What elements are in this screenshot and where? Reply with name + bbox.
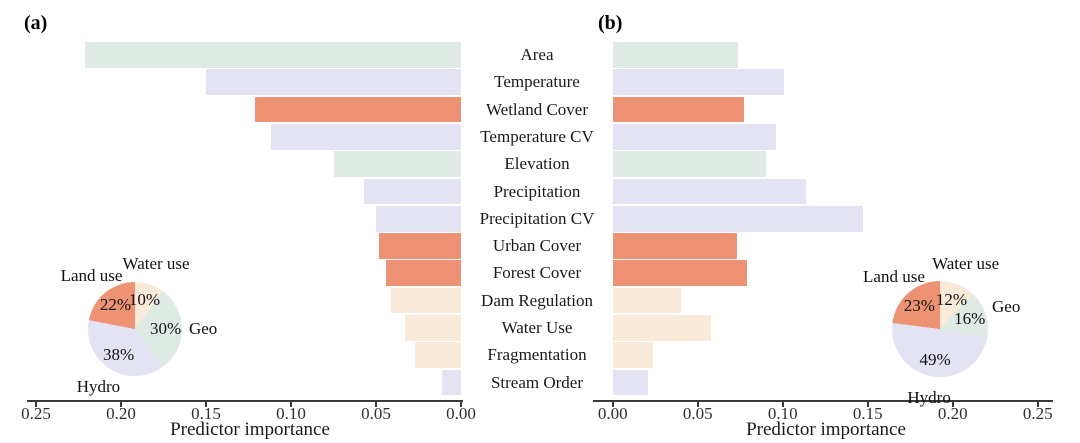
b-bar-area <box>612 42 739 68</box>
a-tick-label-0.20: 0.20 <box>106 404 136 423</box>
a-bar-elevation <box>333 151 461 177</box>
b-tick-label-0.20: 0.20 <box>937 404 968 423</box>
category-label-precipitation: Precipitation <box>493 181 581 201</box>
a-tick-label-0.15: 0.15 <box>191 404 221 423</box>
a-bar-water-use <box>404 315 461 341</box>
x-axis-title-a: Predictor importance <box>170 419 330 440</box>
x-axis-line-a <box>27 400 463 402</box>
x-axis-tick-b <box>866 402 869 407</box>
category-label-area: Area <box>520 45 554 64</box>
b-pie-percent-water-use: 12% <box>935 289 968 309</box>
a-pie-percent-hydro: 38% <box>103 344 135 364</box>
category-label-water-use: Water Use <box>501 318 573 337</box>
x-axis-tick-a <box>375 402 377 407</box>
b-bar-wetland-cover <box>612 96 744 123</box>
b-tick-label-0.10: 0.10 <box>767 404 798 423</box>
category-label-precipitation-cv: Precipitation CV <box>479 208 595 228</box>
b-pie-name-water-use: Water use <box>932 254 1000 274</box>
b-pie-percent-hydro: 49% <box>919 349 951 369</box>
b-bar-temperature <box>612 69 785 96</box>
category-label-temperature-cv: Temperature CV <box>480 126 594 146</box>
b-bar-dam-regulation <box>612 287 681 314</box>
a-bar-precipitation <box>364 178 461 205</box>
a-tick-label-0.10: 0.10 <box>276 404 306 423</box>
a-tick-label-0.25: 0.25 <box>21 404 51 423</box>
b-tick-label-0.25: 0.25 <box>1022 404 1053 423</box>
category-label-fragmentation: Fragmentation <box>487 345 587 365</box>
a-bar-fragmentation <box>415 342 461 369</box>
a-bar-precipitation-cv <box>376 205 461 232</box>
b-tick-label-0.00: 0.00 <box>597 404 628 423</box>
x-axis-line-b <box>593 400 1053 402</box>
a-pie-name-water-use: Water use <box>122 254 190 274</box>
pie-chart-b <box>892 281 988 377</box>
a-pie-name-land-use: Land use <box>60 266 123 286</box>
x-axis-tick-a <box>120 402 122 407</box>
x-axis-tick-b <box>1036 402 1039 407</box>
a-pie-name-hydro: Hydro <box>76 376 121 396</box>
b-bar-stream-order <box>612 369 649 396</box>
category-label-stream-order: Stream Order <box>490 372 584 392</box>
a-pie-name-geo: Geo <box>188 319 218 338</box>
x-axis-tick-b <box>611 402 614 407</box>
a-bar-area <box>85 42 461 68</box>
x-axis-tick-b <box>781 402 784 407</box>
b-pie-percent-geo: 16% <box>954 309 986 329</box>
a-bar-temperature <box>206 69 461 96</box>
x-axis-tick-b <box>951 402 954 407</box>
b-bar-fragmentation <box>612 342 654 369</box>
a-tick-label-0.05: 0.05 <box>361 404 391 423</box>
x-axis-tick-a <box>460 402 462 407</box>
x-axis-tick-a <box>205 402 207 407</box>
b-bar-water-use <box>612 315 712 341</box>
a-pie-percent-water-use: 10% <box>128 289 161 309</box>
category-label-elevation: Elevation <box>504 154 570 174</box>
b-pie-name-hydro: Hydro <box>907 387 951 407</box>
b-bar-elevation <box>612 151 766 177</box>
a-bar-dam-regulation <box>391 287 461 314</box>
a-pie-percent-geo: 30% <box>149 319 182 338</box>
b-tick-label-0.15: 0.15 <box>852 404 883 423</box>
a-bar-urban-cover <box>379 233 461 259</box>
a-bar-temperature-cv <box>270 123 461 150</box>
category-label-temperature: Temperature <box>494 72 580 92</box>
category-label-urban-cover: Urban Cover <box>492 236 582 256</box>
b-bar-urban-cover <box>612 233 737 259</box>
pie-chart-a <box>88 282 182 376</box>
x-axis-tick-a <box>35 402 37 407</box>
category-label-forest-cover: Forest Cover <box>492 263 582 283</box>
category-label-dam-regulation: Dam Regulation <box>481 290 593 310</box>
a-bar-forest-cover <box>386 260 461 287</box>
b-bar-precipitation-cv <box>612 205 863 232</box>
b-bar-temperature-cv <box>612 123 776 150</box>
category-label-wetland-cover: Wetland Cover <box>485 99 589 119</box>
a-pie-percent-land-use: 22% <box>99 295 132 315</box>
a-bar-wetland-cover <box>255 96 461 123</box>
x-axis-title-b: Predictor importance <box>746 419 906 440</box>
b-pie-percent-land-use: 23% <box>903 295 935 315</box>
b-bar-forest-cover <box>612 260 747 287</box>
b-bar-precipitation <box>612 178 807 205</box>
b-pie-name-geo: Geo <box>992 297 1021 317</box>
a-bar-stream-order <box>442 369 461 396</box>
b-tick-label-0.05: 0.05 <box>682 404 713 423</box>
panel-a-label: (a) <box>24 12 48 34</box>
x-axis-tick-a <box>290 402 292 407</box>
a-tick-label-0.00: 0.00 <box>446 404 476 423</box>
panel-b-label: (b) <box>598 12 623 34</box>
b-pie-name-land-use: Land use <box>863 266 925 286</box>
x-axis-tick-b <box>696 402 699 407</box>
